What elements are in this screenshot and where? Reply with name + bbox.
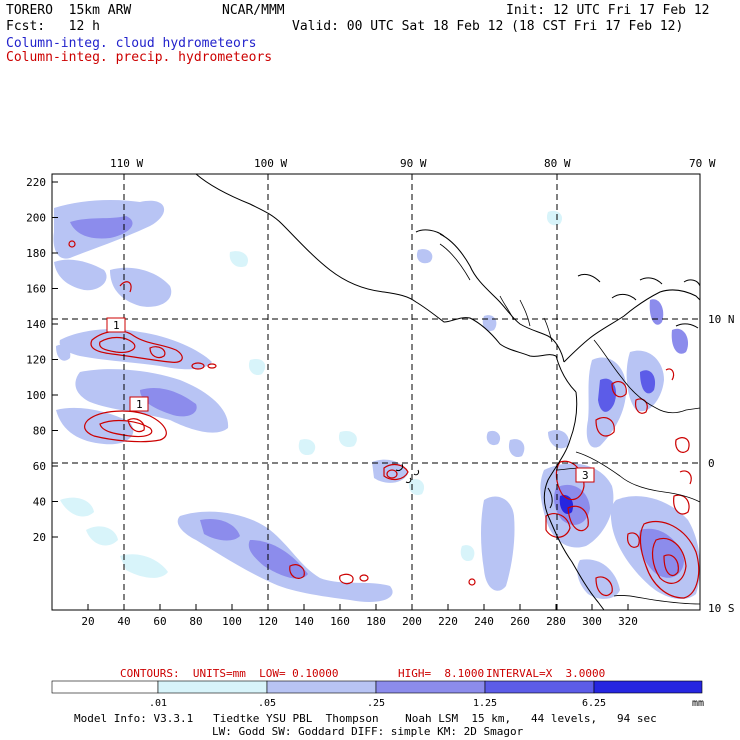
lat-label: 10 S xyxy=(708,602,735,615)
x-tick-label: 40 xyxy=(117,615,130,628)
forecast-hour: Fcst: 12 h xyxy=(6,19,100,34)
lon-label: 80 W xyxy=(544,157,571,170)
box-label-text: 1 xyxy=(136,398,143,411)
model-info-line1: Model Info: V3.3.1 Tiedtke YSU PBL Thomp… xyxy=(74,712,657,725)
lon-label: 110 W xyxy=(110,157,143,170)
y-tick-label: 60 xyxy=(33,460,46,473)
x-tick-label: 60 xyxy=(153,615,166,628)
lat-label: 0 xyxy=(708,457,715,470)
grid-lines xyxy=(52,174,700,610)
colorbar-swatch xyxy=(484,680,595,694)
contour-label-boxes: 1 1 3 xyxy=(106,317,595,483)
y-tick-label: 200 xyxy=(26,212,46,225)
coastlines xyxy=(195,173,701,611)
lon-labels: 110 W 100 W 90 W 80 W 70 W xyxy=(110,157,716,170)
x-tick-label: 260 xyxy=(510,615,530,628)
field-cloud-label: Column-integ. cloud hydrometeors xyxy=(6,36,257,51)
x-axis-ticks: 20 40 60 80 100 120 140 160 180 200 220 240 260 280 30… xyxy=(81,604,638,628)
colorbar-unit: mm xyxy=(692,698,704,709)
x-tick-label: 280 xyxy=(546,615,566,628)
y-tick-label: 160 xyxy=(26,283,46,296)
x-tick-label: 240 xyxy=(474,615,494,628)
y-tick-label: 180 xyxy=(26,247,46,260)
model-info-line2: LW: Godd SW: Goddard DIFF: simple KM: 2D… xyxy=(212,725,524,738)
x-tick-label: 200 xyxy=(402,615,422,628)
contours-high: HIGH= 8.1000 xyxy=(398,667,485,680)
colorbar-swatch xyxy=(266,680,377,694)
y-axis-ticks: 220 200 180 160 140 120 100 80 60 40 20 xyxy=(26,176,58,544)
colorbar-label: .25 xyxy=(367,698,385,709)
y-tick-label: 80 xyxy=(33,425,46,438)
lat-labels: 10 N 0 10 S xyxy=(708,313,735,615)
y-tick-label: 220 xyxy=(26,176,46,189)
colorbar-label: 1.25 xyxy=(473,698,497,709)
box-label-text: 1 xyxy=(113,319,120,332)
y-tick-label: 20 xyxy=(33,531,46,544)
contours-units: CONTOURS: UNITS=mm LOW= 0.10000 xyxy=(120,667,339,680)
colorbar: .01 .05 .25 1.25 6.25 mm xyxy=(51,680,704,709)
x-tick-label: 100 xyxy=(222,615,242,628)
colorbar-swatch xyxy=(157,680,268,694)
x-tick-label: 300 xyxy=(582,615,602,628)
country-borders xyxy=(439,243,701,605)
colorbar-swatch xyxy=(51,680,159,694)
box-label xyxy=(575,467,595,483)
colorbar-swatch xyxy=(593,680,703,694)
colorbar-label: .01 xyxy=(149,698,167,709)
box-label xyxy=(129,396,149,412)
colorbar-label: .05 xyxy=(258,698,276,709)
x-tick-label: 80 xyxy=(189,615,202,628)
model-title: TORERO 15km ARW xyxy=(6,3,132,18)
x-tick-label: 120 xyxy=(258,615,278,628)
lon-label: 100 W xyxy=(254,157,287,170)
colorbar-label: 6.25 xyxy=(582,698,606,709)
cloud-shading xyxy=(53,200,701,603)
org-label: NCAR/MMM xyxy=(222,3,285,18)
x-tick-label: 220 xyxy=(438,615,458,628)
x-tick-label: 20 xyxy=(81,615,94,628)
y-tick-label: 100 xyxy=(26,389,46,402)
x-tick-label: 160 xyxy=(330,615,350,628)
colorbar-swatch xyxy=(375,680,486,694)
box-label xyxy=(106,317,126,333)
init-time: Init: 12 UTC Fri 17 Feb 12 xyxy=(506,3,710,18)
y-tick-label: 140 xyxy=(26,318,46,331)
x-tick-label: 320 xyxy=(618,615,638,628)
field-precip-label: Column-integ. precip. hydrometeors xyxy=(6,50,273,65)
lon-label: 70 W xyxy=(689,157,716,170)
box-label-text: 3 xyxy=(582,469,589,482)
lat-label: 10 N xyxy=(708,313,735,326)
x-tick-label: 180 xyxy=(366,615,386,628)
y-tick-label: 120 xyxy=(26,354,46,367)
valid-time: Valid: 00 UTC Sat 18 Feb 12 (18 CST Fri … xyxy=(292,19,684,34)
x-tick-label: 140 xyxy=(294,615,314,628)
lon-label: 90 W xyxy=(400,157,427,170)
contours-interval: INTERVAL=X 3.0000 xyxy=(486,667,606,680)
y-tick-label: 40 xyxy=(33,496,46,509)
